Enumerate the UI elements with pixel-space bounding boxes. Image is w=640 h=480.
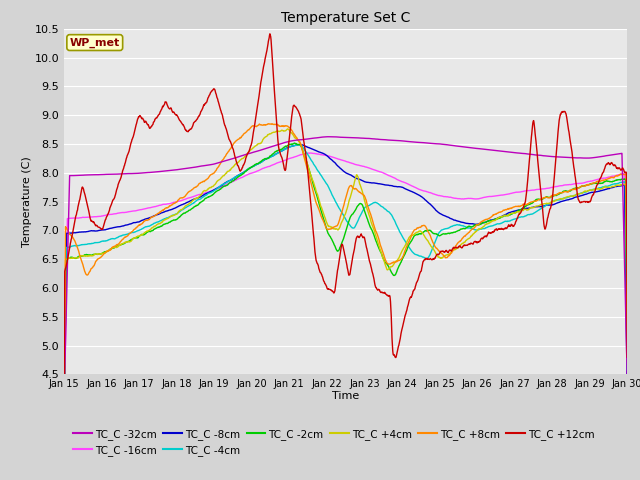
TC_C +12cm bbox=[300, 135, 307, 141]
Line: TC_C +8cm: TC_C +8cm bbox=[64, 124, 627, 430]
TC_C +8cm bbox=[623, 343, 631, 348]
TC_C -2cm bbox=[300, 150, 307, 156]
TC_C -16cm bbox=[307, 150, 314, 156]
TC_C -16cm bbox=[299, 151, 307, 157]
Y-axis label: Temperature (C): Temperature (C) bbox=[22, 156, 32, 247]
TC_C -4cm bbox=[321, 179, 329, 184]
TC_C -8cm bbox=[60, 417, 68, 423]
TC_C -2cm bbox=[311, 188, 319, 193]
TC_C +8cm bbox=[60, 427, 68, 432]
TC_C -32cm bbox=[60, 402, 68, 408]
TC_C +4cm bbox=[311, 184, 319, 190]
TC_C -32cm bbox=[623, 374, 631, 380]
TC_C -8cm bbox=[127, 221, 134, 227]
TC_C +4cm bbox=[321, 215, 329, 221]
Line: TC_C +12cm: TC_C +12cm bbox=[64, 34, 627, 417]
TC_C +4cm bbox=[60, 443, 68, 449]
TC_C -32cm bbox=[311, 135, 319, 141]
TC_C -4cm bbox=[623, 367, 631, 373]
TC_C +12cm bbox=[127, 142, 134, 147]
TC_C -4cm bbox=[104, 238, 111, 243]
Line: TC_C +4cm: TC_C +4cm bbox=[64, 129, 627, 446]
Title: Temperature Set C: Temperature Set C bbox=[281, 11, 410, 25]
TC_C +12cm bbox=[60, 414, 68, 420]
TC_C +12cm bbox=[266, 31, 274, 36]
TC_C +12cm bbox=[311, 249, 319, 255]
TC_C +12cm bbox=[381, 290, 388, 296]
TC_C -32cm bbox=[127, 171, 134, 177]
TC_C +12cm bbox=[104, 211, 111, 217]
TC_C -16cm bbox=[381, 171, 388, 177]
TC_C -16cm bbox=[623, 375, 631, 381]
Text: WP_met: WP_met bbox=[70, 37, 120, 48]
TC_C +8cm bbox=[300, 152, 307, 157]
TC_C -8cm bbox=[321, 152, 329, 157]
TC_C -4cm bbox=[127, 230, 134, 236]
TC_C -16cm bbox=[321, 153, 329, 158]
TC_C +4cm bbox=[381, 261, 388, 266]
TC_C -2cm bbox=[321, 221, 329, 227]
TC_C -8cm bbox=[104, 227, 111, 232]
TC_C -16cm bbox=[104, 212, 111, 218]
TC_C +4cm bbox=[623, 349, 631, 355]
TC_C +8cm bbox=[127, 230, 134, 236]
TC_C -32cm bbox=[381, 137, 388, 143]
TC_C -2cm bbox=[623, 358, 631, 364]
Legend: TC_C -32cm, TC_C -16cm, TC_C -8cm, TC_C -4cm, TC_C -2cm, TC_C +4cm, TC_C +8cm, T: TC_C -32cm, TC_C -16cm, TC_C -8cm, TC_C … bbox=[69, 424, 598, 460]
TC_C -32cm bbox=[321, 134, 328, 140]
TC_C -8cm bbox=[297, 142, 305, 147]
TC_C -4cm bbox=[311, 163, 319, 169]
Line: TC_C -16cm: TC_C -16cm bbox=[64, 153, 627, 426]
TC_C -8cm bbox=[381, 182, 388, 188]
TC_C +8cm bbox=[264, 121, 272, 127]
TC_C -4cm bbox=[60, 438, 68, 444]
Line: TC_C -8cm: TC_C -8cm bbox=[64, 144, 627, 420]
TC_C -32cm bbox=[104, 171, 111, 177]
TC_C -16cm bbox=[311, 151, 319, 156]
TC_C +4cm bbox=[104, 248, 111, 253]
TC_C +4cm bbox=[127, 239, 134, 244]
X-axis label: Time: Time bbox=[332, 391, 359, 401]
TC_C -8cm bbox=[623, 391, 631, 397]
TC_C -16cm bbox=[60, 423, 68, 429]
Line: TC_C -4cm: TC_C -4cm bbox=[64, 144, 627, 441]
TC_C +4cm bbox=[284, 126, 291, 132]
TC_C +8cm bbox=[311, 196, 319, 202]
TC_C +12cm bbox=[623, 354, 631, 360]
TC_C -4cm bbox=[381, 206, 388, 212]
TC_C +8cm bbox=[321, 222, 329, 228]
TC_C -2cm bbox=[381, 259, 388, 265]
Line: TC_C -2cm: TC_C -2cm bbox=[64, 143, 627, 447]
TC_C -16cm bbox=[127, 208, 134, 214]
TC_C -2cm bbox=[127, 237, 134, 243]
Line: TC_C -32cm: TC_C -32cm bbox=[64, 137, 627, 405]
TC_C +8cm bbox=[104, 248, 111, 254]
TC_C +4cm bbox=[300, 149, 307, 155]
TC_C -2cm bbox=[60, 444, 68, 450]
TC_C -8cm bbox=[311, 147, 319, 153]
TC_C -32cm bbox=[325, 134, 333, 140]
TC_C -8cm bbox=[300, 143, 307, 148]
TC_C +8cm bbox=[381, 256, 388, 262]
TC_C -2cm bbox=[104, 248, 111, 254]
TC_C -32cm bbox=[299, 137, 307, 143]
TC_C -4cm bbox=[296, 142, 303, 147]
TC_C -2cm bbox=[291, 140, 298, 146]
TC_C +12cm bbox=[321, 281, 329, 287]
TC_C -4cm bbox=[300, 145, 307, 151]
